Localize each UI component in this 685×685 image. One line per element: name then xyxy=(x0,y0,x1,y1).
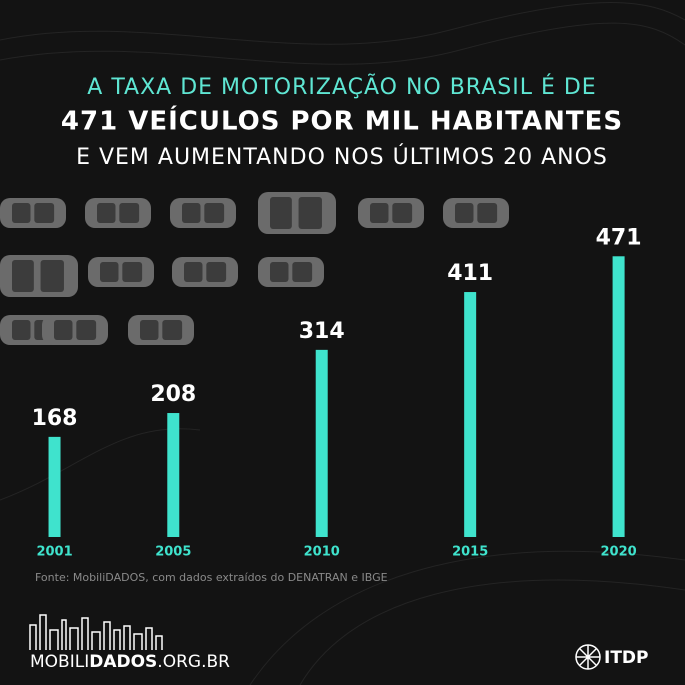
source-note: Fonte: MobiliDADOS, com dados extraídos … xyxy=(35,571,388,584)
car-body xyxy=(258,192,336,234)
logo-part: DADOS xyxy=(89,652,157,672)
mobilidados-skyline xyxy=(29,614,163,650)
car-window xyxy=(162,320,183,340)
itdp-icon xyxy=(575,644,601,670)
car-body xyxy=(0,255,78,297)
title-line: A TAXA DE MOTORIZAÇÃO NO BRASIL É DE xyxy=(87,73,596,100)
car-window xyxy=(40,260,64,292)
car-body xyxy=(258,257,324,287)
car-window xyxy=(140,320,159,340)
title-line: E VEM AUMENTANDO NOS ÚLTIMOS 20 ANOS xyxy=(76,144,608,170)
value-label: 168 xyxy=(32,406,78,431)
car-window xyxy=(76,320,97,340)
car-body xyxy=(172,257,238,287)
x-tick-label: 2005 xyxy=(155,545,191,560)
bar xyxy=(48,436,61,537)
logo-part: .ORG.BR xyxy=(157,652,230,672)
mobilidados-logo: MOBILIDADOS.ORG.BR xyxy=(30,652,230,672)
car-body xyxy=(0,198,66,228)
bar xyxy=(167,413,180,537)
bar xyxy=(315,349,328,537)
car-illustrations xyxy=(0,192,509,345)
car-window xyxy=(206,262,227,282)
car-body xyxy=(85,198,151,228)
car-window xyxy=(184,262,203,282)
x-tick-label: 2010 xyxy=(304,545,340,560)
car-window xyxy=(122,262,143,282)
car-window xyxy=(298,197,322,229)
bar xyxy=(612,256,625,537)
car-window xyxy=(270,262,289,282)
car-window xyxy=(12,320,31,340)
car-body xyxy=(358,198,424,228)
car-window xyxy=(12,203,31,223)
value-label: 314 xyxy=(299,319,345,344)
value-label: 471 xyxy=(596,225,642,250)
car-window xyxy=(370,203,389,223)
car-window xyxy=(97,203,116,223)
car-window xyxy=(100,262,119,282)
bar xyxy=(464,292,477,537)
car-body xyxy=(42,315,108,345)
x-tick-label: 2001 xyxy=(36,545,72,560)
itdp-logo: ITDP xyxy=(604,648,649,668)
logo-part: MOBILI xyxy=(30,652,89,672)
car-body xyxy=(170,198,236,228)
value-label: 208 xyxy=(150,382,196,407)
car-window xyxy=(477,203,498,223)
x-tick-label: 2020 xyxy=(601,545,637,560)
car-window xyxy=(204,203,225,223)
value-label: 411 xyxy=(447,261,493,286)
car-body xyxy=(128,315,194,345)
car-window xyxy=(54,320,73,340)
car-window xyxy=(292,262,313,282)
car-window xyxy=(119,203,140,223)
car-window xyxy=(182,203,201,223)
car-window xyxy=(392,203,413,223)
x-tick-label: 2015 xyxy=(452,545,488,560)
car-window xyxy=(270,197,292,229)
title-line: 471 VEÍCULOS POR MIL HABITANTES xyxy=(61,105,623,137)
car-window xyxy=(455,203,474,223)
car-window xyxy=(12,260,34,292)
car-body xyxy=(443,198,509,228)
car-window xyxy=(34,203,55,223)
car-body xyxy=(88,257,154,287)
